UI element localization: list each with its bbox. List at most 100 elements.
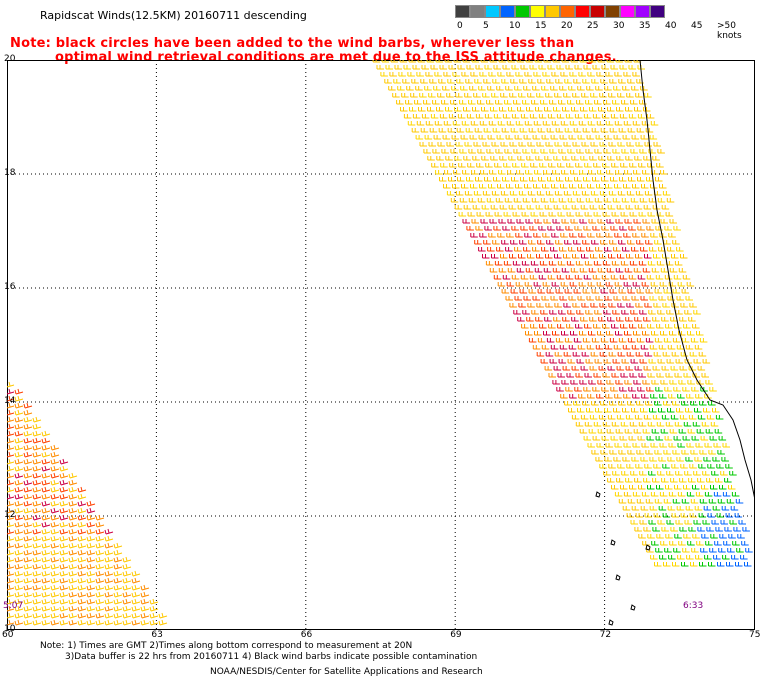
wind-barb <box>519 79 527 84</box>
wind-barb <box>464 191 473 196</box>
wind-barb <box>560 282 569 287</box>
wind-barb <box>595 247 603 252</box>
wind-barb <box>620 324 628 329</box>
wind-barb <box>602 212 611 217</box>
wind-barb <box>648 198 657 203</box>
wind-barb <box>14 458 24 465</box>
wind-barb <box>528 128 537 133</box>
wind-barb <box>41 549 51 556</box>
wind-barb <box>421 114 430 119</box>
wind-barb <box>50 542 60 549</box>
wind-barb <box>624 170 632 175</box>
wind-barb <box>420 79 428 84</box>
wind-barb <box>427 156 435 161</box>
wind-barb <box>709 436 718 441</box>
wind-barb <box>572 191 581 196</box>
wind-barb <box>703 457 711 462</box>
wind-barb <box>665 373 673 378</box>
wind-barb <box>580 205 589 210</box>
legend-label: >50 knots <box>717 21 742 41</box>
wind-barb <box>59 556 69 563</box>
wind-barb <box>550 296 558 301</box>
wind-barb <box>68 612 78 619</box>
wind-barb <box>654 338 663 343</box>
wind-barb <box>662 513 671 518</box>
wind-barb <box>714 429 723 434</box>
wind-barb <box>487 135 496 140</box>
wind-barb <box>562 205 571 210</box>
wind-barb <box>614 72 622 77</box>
wind-barb <box>678 429 687 434</box>
wind-barb <box>601 114 610 119</box>
wind-barb <box>586 408 594 413</box>
wind-barb <box>490 205 499 210</box>
wind-barb <box>673 226 681 231</box>
wind-barb <box>14 402 24 409</box>
wind-barb <box>526 205 535 210</box>
wind-barb <box>631 135 640 140</box>
wind-barb <box>548 373 556 378</box>
wind-barb <box>23 542 33 549</box>
wind-barb <box>735 499 744 504</box>
wind-barb <box>683 534 691 539</box>
wind-barb <box>686 282 695 287</box>
wind-barb <box>458 163 466 168</box>
wind-barb <box>658 506 667 511</box>
wind-barb <box>605 121 614 126</box>
wind-barb <box>59 458 69 465</box>
wind-barb <box>557 324 565 329</box>
wind-barb <box>7 472 15 479</box>
island <box>615 574 621 581</box>
wind-barb <box>628 226 636 231</box>
wind-barb <box>577 408 585 413</box>
legend-label: 30 <box>613 21 625 31</box>
wind-barb <box>470 72 478 77</box>
wind-barb <box>637 387 645 392</box>
wind-barb <box>376 65 384 70</box>
wind-barb <box>515 121 524 126</box>
wind-barb <box>675 471 683 476</box>
wind-barb <box>586 247 594 252</box>
wind-barb <box>457 65 465 70</box>
wind-barb <box>584 261 593 266</box>
wind-barb <box>669 429 678 434</box>
wind-barb <box>575 422 584 427</box>
wind-barb <box>497 282 506 287</box>
wind-barb <box>473 93 481 98</box>
wind-barb <box>506 233 514 238</box>
wind-barb <box>631 345 640 350</box>
wind-barb <box>582 401 590 406</box>
wind-barb <box>677 492 686 497</box>
wind-barb <box>41 444 51 451</box>
wind-barb <box>569 121 578 126</box>
wind-barb <box>23 598 33 605</box>
wind-barb <box>478 135 487 140</box>
wind-barb <box>7 584 15 591</box>
wind-barb <box>403 65 411 70</box>
wind-barb <box>41 584 51 591</box>
wind-barb <box>717 499 726 504</box>
wind-barb <box>626 464 634 469</box>
wind-barb <box>661 478 669 483</box>
wind-barb <box>507 268 516 273</box>
wind-barb <box>581 93 589 98</box>
wind-barb <box>679 317 687 322</box>
wind-barb <box>574 177 582 182</box>
map-title: Rapidscat Winds(12.5KM) 20160711 descend… <box>40 9 307 22</box>
wind-barb <box>591 338 600 343</box>
wind-barb <box>546 240 554 245</box>
wind-barb <box>68 535 78 542</box>
wind-barb <box>639 520 647 525</box>
note-line-1: Note: black circles have been added to t… <box>10 36 575 51</box>
wind-barb <box>50 507 60 514</box>
wind-barb <box>654 450 662 455</box>
wind-barb <box>596 282 605 287</box>
wind-barb <box>469 86 477 91</box>
wind-barb <box>499 107 507 112</box>
wind-barb <box>511 65 519 70</box>
wind-barb <box>655 387 663 392</box>
wind-barb <box>619 226 627 231</box>
wind-barb <box>7 577 15 584</box>
wind-barb <box>596 72 604 77</box>
wind-barb <box>41 451 51 458</box>
